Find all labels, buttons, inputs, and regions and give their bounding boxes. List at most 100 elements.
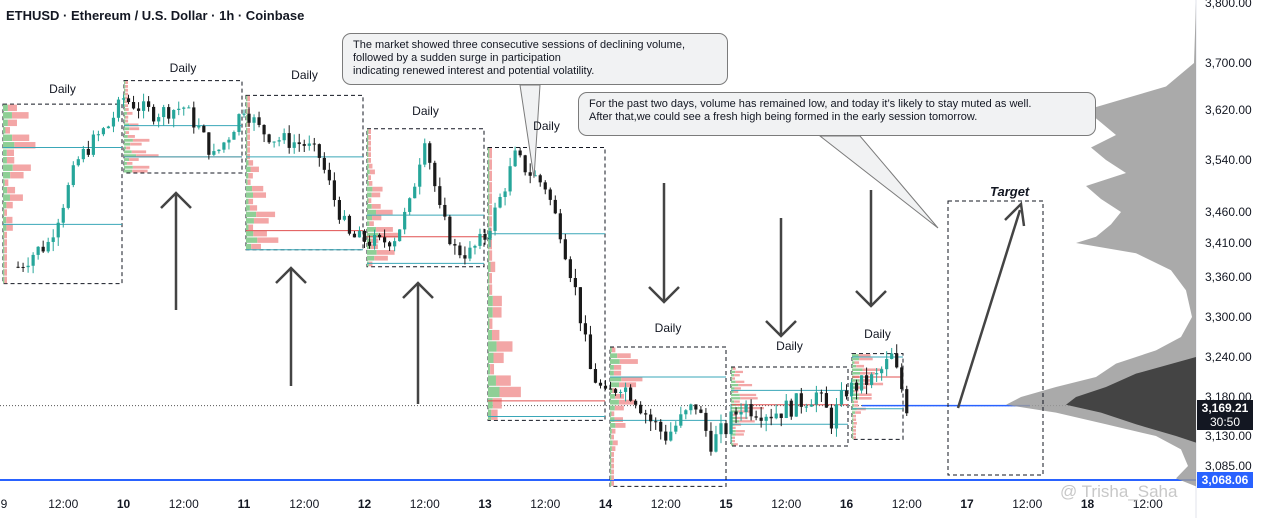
candle-body <box>890 353 894 359</box>
candle-body <box>141 101 146 111</box>
candle-body <box>438 186 442 205</box>
volume-bar-up <box>367 186 373 192</box>
candle-body <box>56 222 60 238</box>
daily-label-9: Daily <box>49 82 76 96</box>
volume-bar-up <box>852 397 859 400</box>
volume-bar-up <box>488 284 490 295</box>
candle-body <box>101 128 106 135</box>
volume-bar-down <box>491 329 500 341</box>
candle-body <box>724 423 728 435</box>
volume-bar-up <box>731 370 736 374</box>
candle-body <box>608 388 613 390</box>
volume-bar-up <box>488 352 494 364</box>
volume-bar-down <box>735 433 744 436</box>
volume-bar-up <box>367 146 369 152</box>
volume-bar-up <box>488 409 492 420</box>
candle-body <box>126 98 131 102</box>
volume-bar-down <box>853 418 857 421</box>
volume-bar-down <box>368 152 371 158</box>
volume-bar-up <box>488 170 490 182</box>
volume-bar-down <box>490 364 495 375</box>
time-tick: 14 <box>598 497 613 511</box>
candle-body <box>538 175 542 183</box>
daily-label-14: Daily <box>654 321 682 335</box>
volume-bar-up <box>246 147 248 153</box>
volume-bar-down <box>250 166 259 173</box>
volume-bar-up <box>731 433 736 436</box>
volume-bar-up <box>367 135 369 140</box>
price-tick: 3,410.00 <box>1205 236 1252 250</box>
volume-bar-down <box>858 354 871 357</box>
volume-bar-down <box>248 198 254 205</box>
candle-body <box>468 247 472 259</box>
volume-bar-up <box>610 353 618 359</box>
volume-bar-down <box>248 224 254 230</box>
candle-body <box>634 400 638 405</box>
volume-bar-up <box>610 440 613 446</box>
volume-bar-down <box>489 159 492 170</box>
volume-bar-down <box>492 295 502 307</box>
volume-bar-down <box>256 211 276 218</box>
candle-body <box>76 159 80 166</box>
volume-bar-down <box>489 170 492 182</box>
time-tick: 11 <box>237 497 251 511</box>
volume-bar-up <box>367 158 369 163</box>
candle-body <box>182 107 186 109</box>
volume-bar-up <box>124 96 126 100</box>
volume-bar-down <box>376 250 395 255</box>
volume-bar-up <box>488 159 490 170</box>
chart-title: ETHUSD · Ethereum / U.S. Dollar · 1h · C… <box>6 8 305 23</box>
volume-bar-down <box>732 439 735 443</box>
volume-bar-up <box>852 364 857 368</box>
daily-box-12 <box>366 128 485 268</box>
volume-bar-down <box>489 318 493 329</box>
volume-bar-up <box>852 429 854 432</box>
daily-box-13 <box>487 147 606 421</box>
volume-bar-up <box>488 238 490 250</box>
volume-bar-up <box>124 100 126 104</box>
volume-bar-down <box>6 201 13 209</box>
volume-bar-down <box>614 417 623 423</box>
volume-bar-up <box>246 140 248 147</box>
volume-bar-up <box>852 425 854 429</box>
volume-bar-down <box>130 142 142 146</box>
volume-bar-up <box>610 405 615 411</box>
volume-bar-up <box>731 410 739 413</box>
candle-body <box>674 425 678 432</box>
volume-bar-down <box>371 204 381 209</box>
volume-bar-down <box>371 192 381 198</box>
volume-bar-down <box>6 216 13 224</box>
volume-bar-down <box>372 215 382 221</box>
volume-bar-down <box>12 164 31 171</box>
candle-body <box>714 434 718 452</box>
candle-body <box>719 423 723 435</box>
candle-body <box>382 237 387 243</box>
candle-body <box>603 385 608 389</box>
volume-bar-down <box>368 163 373 169</box>
volume-bar-up <box>3 261 5 269</box>
volume-bar-up <box>246 160 249 166</box>
candle-body <box>136 108 141 111</box>
volume-bar-up <box>3 127 6 134</box>
volume-bar-down <box>611 457 614 463</box>
daily-label-16: Daily <box>864 327 891 341</box>
candle-body <box>332 180 336 201</box>
volume-bar-up <box>488 386 500 398</box>
price-tick: 3,130.00 <box>1205 429 1252 443</box>
candle-body <box>679 414 683 426</box>
candle-body <box>408 198 412 212</box>
volume-bar-down <box>125 131 130 135</box>
volume-bar-up <box>124 108 126 111</box>
volume-bar-down <box>247 179 251 185</box>
volume-bar-up <box>731 387 735 390</box>
volume-bar-up <box>731 380 736 383</box>
candle-body <box>96 134 100 136</box>
down-arrow-15-head <box>765 320 797 338</box>
daily-label-12: Daily <box>412 104 439 118</box>
volume-bar-up <box>367 169 370 175</box>
candle-body <box>870 374 874 385</box>
volume-bar-up <box>124 119 126 123</box>
volume-bar-up <box>610 434 612 440</box>
candle-body <box>86 148 90 155</box>
